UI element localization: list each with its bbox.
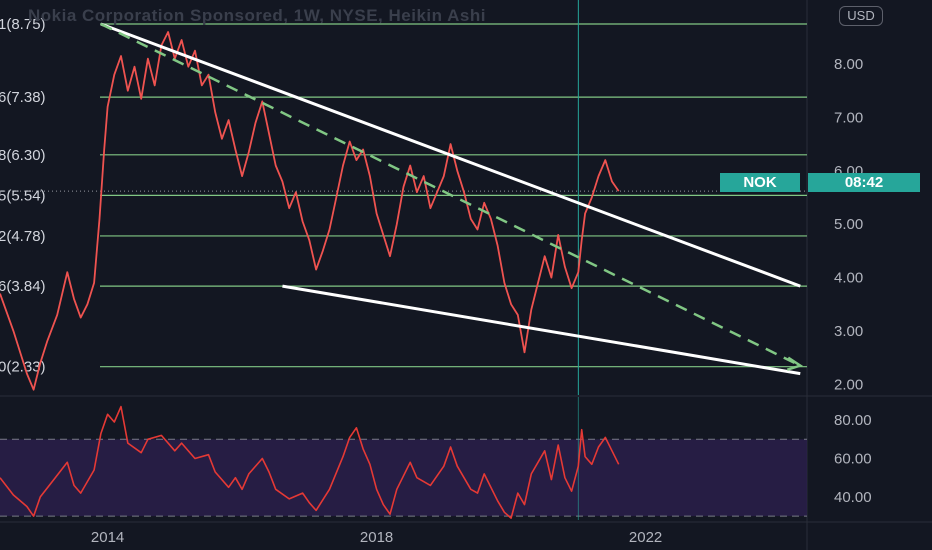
fib-levels: 1(8.75) 6(7.38) 8(6.30) 5(5.54) 2(4.78) 6(3.8… [0, 0, 807, 395]
price-axis-tick-label: 5.00 [834, 216, 863, 233]
fib-level-label: 0(2.33) [0, 359, 46, 376]
price-axis-tick-label: 7.00 [834, 109, 863, 126]
trendline-upper[interactable] [100, 22, 801, 288]
trendlines[interactable] [100, 22, 804, 376]
time-axis-tick-label: 2014 [91, 529, 124, 546]
price-series [0, 31, 620, 391]
price-axis-tick-label: 3.00 [834, 323, 863, 340]
time-axis-tick-label: 2018 [360, 529, 393, 546]
rsi-axis-tick-label: 80.00 [834, 412, 872, 429]
fib-level-label: 5(5.54) [0, 187, 46, 204]
symbol-price-tag: NOK [720, 173, 800, 192]
rsi-pane [0, 397, 807, 520]
trendline-arrowhead [786, 356, 804, 371]
time-axis-tick-label: 2022 [629, 529, 662, 546]
bar-countdown-tag: 08:42 [808, 173, 920, 192]
currency-badge[interactable]: USD [839, 6, 883, 26]
fib-level-label: 8(6.30) [0, 147, 46, 164]
price-axis-tick-label: 8.00 [834, 56, 863, 73]
trendline-mid-dashed[interactable] [100, 22, 801, 367]
fib-level-label: 1(8.75) [0, 16, 46, 33]
price-line [0, 31, 620, 391]
fib-level-label: 6(3.84) [0, 278, 46, 295]
trendline-lower[interactable] [282, 284, 801, 376]
price-axis-tick-label: 4.00 [834, 270, 863, 287]
axes: 8.007.006.005.004.003.002.0080.0060.0040… [91, 56, 872, 546]
rsi-axis-tick-label: 40.00 [834, 489, 872, 506]
price-axis-tick-label: 2.00 [834, 376, 863, 393]
fib-level-label: 2(4.78) [0, 228, 46, 245]
rsi-line [0, 405, 620, 519]
symbol-legend: Nokia Corporation Sponsored, 1W, NYSE, H… [28, 6, 486, 25]
rsi-band [0, 439, 807, 517]
fib-level-label: 6(7.38) [0, 89, 46, 106]
rsi-axis-tick-label: 60.00 [834, 451, 872, 468]
